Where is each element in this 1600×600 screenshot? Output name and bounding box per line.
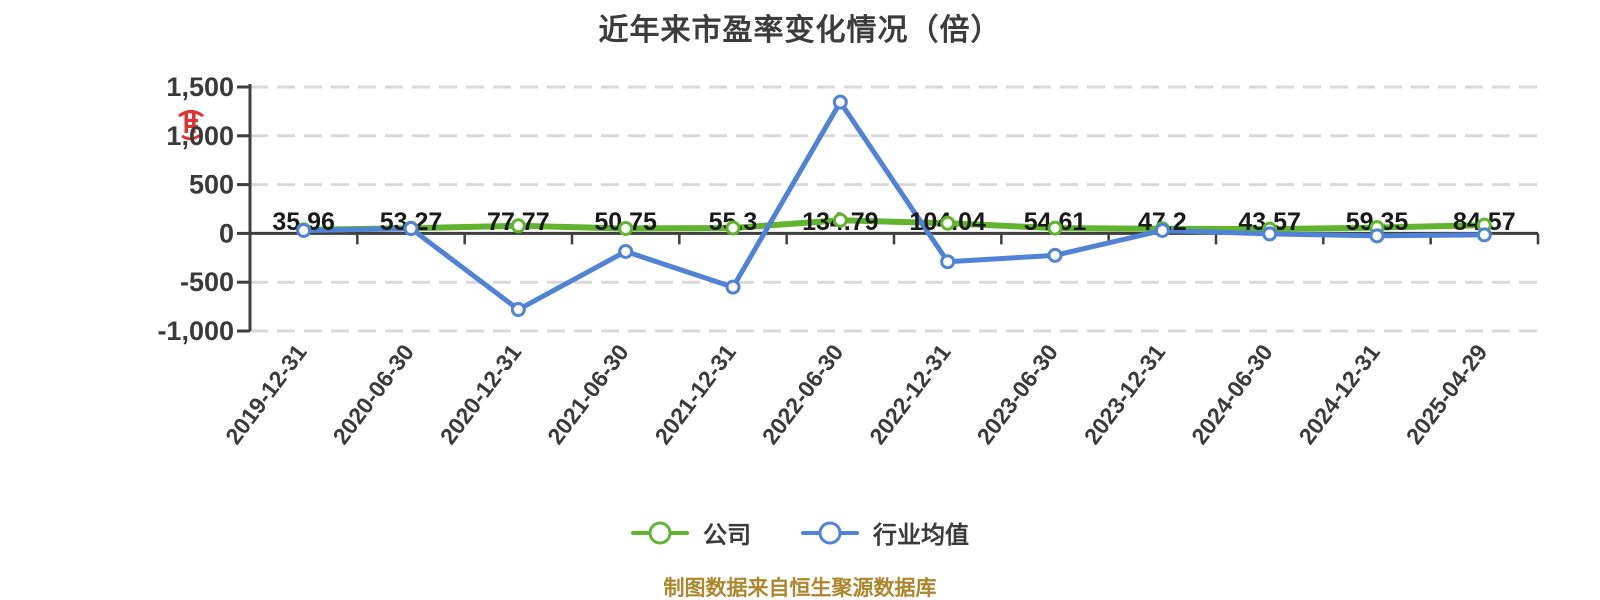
chart-title: 近年来市盈率变化情况（倍） [598, 14, 1002, 47]
x-axis-label: 2021-06-30 [542, 339, 634, 449]
data-point-marker[interactable] [1262, 226, 1278, 242]
data-point-marker[interactable] [296, 222, 312, 238]
data-point-marker[interactable] [725, 279, 741, 295]
data-point-marker[interactable] [940, 254, 956, 270]
data-point-marker[interactable] [1047, 247, 1063, 263]
data-point-marker[interactable] [940, 215, 956, 231]
x-axis-label: 2023-12-31 [1079, 339, 1171, 449]
data-point-marker[interactable] [618, 220, 634, 236]
data-point-marker[interactable] [1047, 220, 1063, 236]
x-axis-label: 2024-06-30 [1186, 339, 1278, 449]
y-axis-label: 500 [189, 170, 234, 200]
data-point-marker[interactable] [832, 94, 848, 110]
x-axis-label: 2020-06-30 [327, 339, 419, 449]
data-source-note: 制图数据来自恒生聚源数据库 [663, 577, 937, 600]
data-point-marker[interactable] [1154, 222, 1170, 238]
y-axis-label: 1,500 [166, 72, 234, 102]
x-axis-label: 2022-12-31 [864, 339, 956, 449]
industry-series-swatch [801, 521, 859, 544]
y-axis-label: 0 [219, 218, 234, 248]
data-point-marker[interactable] [510, 218, 526, 234]
industry-series-line [301, 99, 1487, 313]
data-point-marker[interactable] [1369, 228, 1385, 244]
chart-legend: 公司 行业均值 [0, 515, 1600, 550]
legend-item-industry-average[interactable]: 行业均值 [801, 515, 969, 550]
red-seal-icon [178, 109, 204, 141]
x-axis-label: 2025-04-29 [1401, 339, 1493, 449]
y-axis-label: -1,000 [157, 316, 234, 346]
data-point-marker[interactable] [1476, 227, 1492, 243]
company-marker-icon [648, 521, 672, 544]
legend-label-company: 公司 [703, 522, 751, 549]
industry-marker-icon [818, 521, 842, 544]
x-axis-label: 2023-06-30 [971, 339, 1063, 449]
x-axis-label: 2020-12-31 [435, 339, 527, 449]
data-point-marker[interactable] [725, 220, 741, 236]
x-axis-label: 2019-12-31 [220, 339, 312, 449]
x-axis-label: 2022-06-30 [757, 339, 849, 449]
y-axis-label: -500 [180, 267, 234, 297]
company-series-swatch [631, 521, 689, 544]
data-point-marker[interactable] [618, 243, 634, 259]
x-axis-label: 2021-12-31 [649, 339, 741, 449]
data-point-marker[interactable] [832, 212, 848, 228]
legend-item-company[interactable]: 公司 [631, 515, 751, 550]
y-axis-label: 1,000 [166, 121, 234, 151]
company-series-line [300, 217, 1488, 233]
x-axis-label: 2024-12-31 [1293, 339, 1385, 449]
legend-label-industry-average: 行业均值 [873, 522, 969, 549]
data-point-marker[interactable] [403, 221, 419, 237]
data-point-marker[interactable] [510, 302, 526, 318]
